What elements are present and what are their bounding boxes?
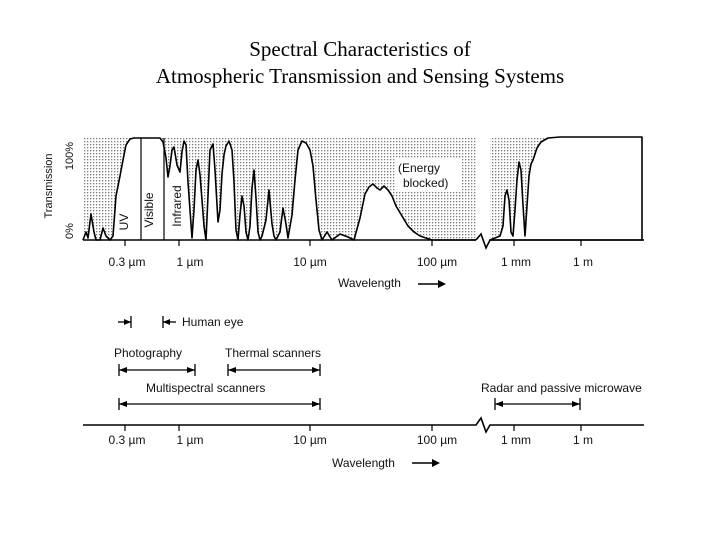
x-tick-top-1: 1 µm bbox=[177, 255, 204, 269]
transmission-curve-microwave bbox=[489, 136, 643, 241]
multispectral-scanners-range bbox=[118, 398, 321, 410]
x-tick-bottom-5: 1 m bbox=[573, 433, 593, 447]
x-axis-bottom-arrow bbox=[412, 459, 440, 467]
title-line-2: Atmospheric Transmission and Sensing Sys… bbox=[155, 64, 565, 88]
x-tick-bottom-4: 1 mm bbox=[501, 433, 531, 447]
radar-microwave-range bbox=[494, 398, 581, 410]
y-axis-label: Transmission bbox=[43, 154, 55, 219]
x-tick-bottom-1: 1 µm bbox=[177, 433, 204, 447]
energy-blocked-label-2: blocked) bbox=[403, 176, 448, 190]
energy-blocked-label-1: (Energy bbox=[398, 161, 440, 175]
x-axis-bottom-label: Wavelength bbox=[332, 456, 395, 470]
x-tick-bottom-0: 0.3 µm bbox=[109, 433, 146, 447]
label-multispectral-scanners: Multispectral scanners bbox=[146, 381, 265, 395]
sensing-systems bbox=[118, 316, 581, 410]
transmission-chart: Transmission 100% 0% UV Visible Infrared… bbox=[43, 136, 644, 290]
slide-title: Spectral Characteristics of Atmospheric … bbox=[0, 36, 720, 90]
x-axis-top bbox=[83, 232, 644, 251]
x-tick-top-4: 1 mm bbox=[501, 255, 531, 269]
y-tick-100: 100% bbox=[64, 142, 76, 170]
title-line-1: Spectral Characteristics of bbox=[249, 37, 471, 61]
x-axis-top-ticks bbox=[124, 240, 582, 246]
thermal-scanners-range bbox=[227, 364, 321, 376]
x-axis-top-label: Wavelength bbox=[338, 276, 401, 290]
region-label-infrared: Infrared bbox=[170, 185, 184, 226]
label-human-eye: Human eye bbox=[182, 315, 244, 329]
x-tick-top-5: 1 m bbox=[573, 255, 593, 269]
x-axis-top-arrow bbox=[418, 280, 446, 288]
x-tick-bottom-2: 10 µm bbox=[293, 433, 327, 447]
x-tick-top-3: 100 µm bbox=[417, 255, 457, 269]
region-label-visible: Visible bbox=[142, 192, 156, 227]
region-label-uv: UV bbox=[117, 214, 131, 231]
y-tick-0: 0% bbox=[64, 223, 76, 239]
x-axis-bottom bbox=[83, 416, 644, 434]
x-tick-top-2: 10 µm bbox=[293, 255, 327, 269]
x-tick-bottom-3: 100 µm bbox=[417, 433, 457, 447]
energy-blocked-label-bg bbox=[396, 158, 462, 191]
x-tick-top-0: 0.3 µm bbox=[109, 255, 146, 269]
human-eye-range bbox=[118, 316, 176, 328]
label-radar-microwave: Radar and passive microwave bbox=[481, 381, 642, 395]
label-thermal-scanners: Thermal scanners bbox=[225, 346, 321, 360]
label-photography: Photography bbox=[114, 346, 182, 360]
photography-range bbox=[118, 364, 196, 376]
